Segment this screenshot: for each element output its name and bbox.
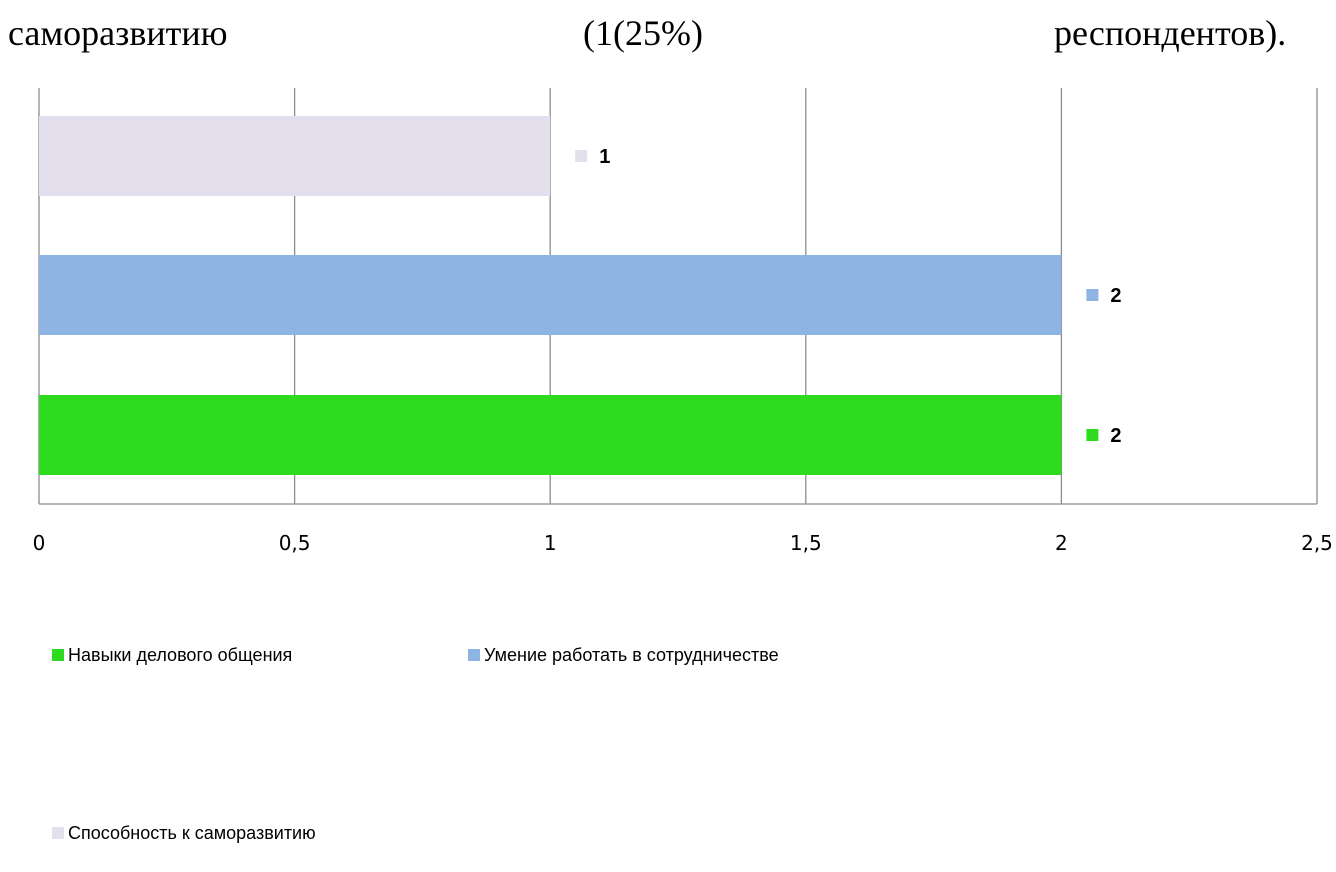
data-label: 2 xyxy=(1110,285,1121,307)
legend-swatch xyxy=(52,827,64,839)
text-word-respondentov: респондентов). xyxy=(1054,13,1287,53)
legend-swatch xyxy=(468,649,480,661)
data-label: 2 xyxy=(1110,425,1121,447)
bar xyxy=(39,255,1062,335)
x-tick-label: 2,5 xyxy=(1301,531,1333,555)
legend-label: Умение работать в сотрудничестве xyxy=(484,645,779,665)
legend-label: Способность к саморазвитию xyxy=(68,823,316,843)
x-tick-label: 1 xyxy=(544,531,557,555)
data-label: 1 xyxy=(599,146,610,168)
x-tick-label: 0 xyxy=(33,531,46,555)
x-tick-label: 2 xyxy=(1055,531,1068,555)
bar-chart: 0 0,5 1 1,5 2 2,5 1 2 2 Навыки делового общения Ум… xyxy=(33,88,1333,843)
body-text-line: саморазвитию (1(25%) респондентов). xyxy=(0,0,1336,80)
bar xyxy=(39,116,551,196)
data-label-swatch xyxy=(575,150,588,162)
legend-label: Навыки делового общения xyxy=(68,645,292,665)
text-word-samorazvitiyu: саморазвитию xyxy=(8,13,228,53)
bar xyxy=(39,395,1062,475)
data-label-swatch xyxy=(1086,429,1099,441)
legend-swatch xyxy=(52,649,64,661)
x-tick-label: 1,5 xyxy=(790,531,822,555)
text-word-percent: (1(25%) xyxy=(583,13,703,53)
data-label-swatch xyxy=(1086,289,1099,301)
x-tick-label: 0,5 xyxy=(279,531,311,555)
